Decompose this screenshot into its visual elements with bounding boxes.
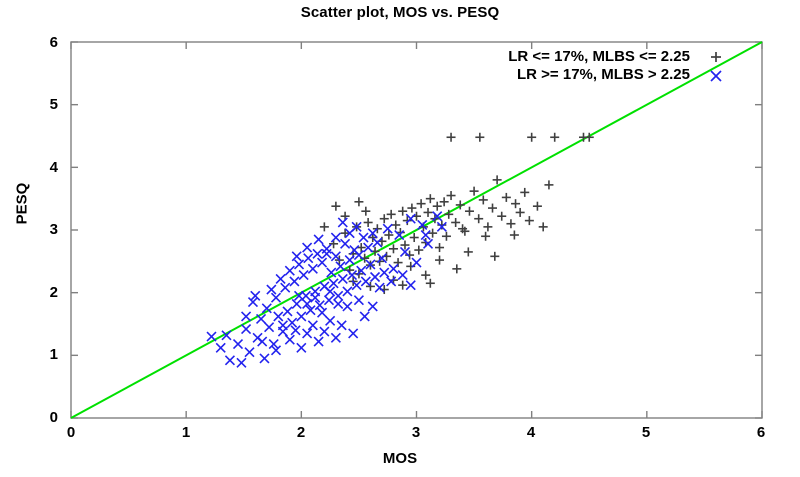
x-tick-label-5: 5 — [641, 424, 651, 441]
x-tick-label-1: 1 — [181, 424, 191, 441]
axes-frame — [70, 41, 763, 419]
x-tick-label-0: 0 — [66, 424, 76, 441]
identity-line — [70, 41, 763, 419]
x-tick-label-3: 3 — [411, 424, 421, 441]
x-tick-label-4: 4 — [526, 424, 536, 441]
y-tick-label-1: 1 — [49, 346, 58, 363]
legend-entry-2-label: LR >= 17%, MLBS > 2.25 — [517, 66, 690, 83]
x-axis-label: MOS — [382, 450, 418, 467]
y-tick-label-2: 2 — [49, 284, 58, 301]
scatter-series-cross — [206, 211, 447, 368]
y-tick-label-3: 3 — [49, 221, 58, 238]
page-title: Scatter plot, MOS vs. PESQ — [300, 4, 500, 21]
legend-entry-1-label: LR <= 17%, MLBS <= 2.25 — [508, 48, 690, 65]
legend-markers — [710, 52, 722, 82]
y-tick-label-5: 5 — [49, 96, 58, 113]
x-tick-label-2: 2 — [296, 424, 306, 441]
y-tick-label-4: 4 — [49, 159, 58, 176]
y-tick-label-6: 6 — [49, 34, 58, 51]
x-tick-label-6: 6 — [756, 424, 766, 441]
scatter-series-plus — [319, 132, 594, 295]
y-tick-label-0: 0 — [49, 409, 58, 426]
